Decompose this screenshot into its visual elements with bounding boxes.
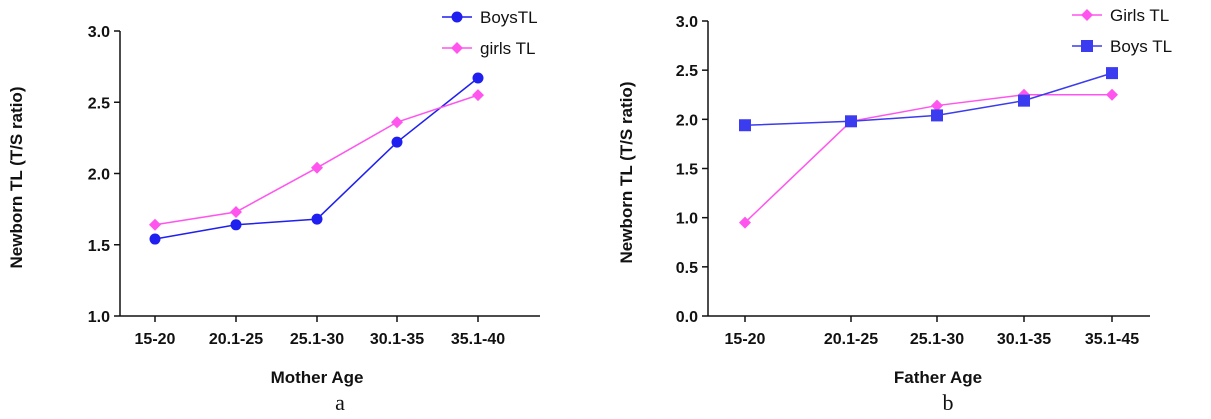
data-point [1106, 88, 1118, 101]
data-point [739, 119, 751, 132]
x-tick-label: 20.1-25 [824, 331, 878, 348]
data-point [391, 136, 403, 148]
y-tick-label: 2.5 [88, 95, 110, 112]
data-point [451, 11, 463, 23]
x-tick-label: 15-20 [725, 331, 766, 348]
x-axis-label: Mother Age [271, 368, 364, 387]
y-axis-label: Newborn TL (T/S ratio) [617, 82, 636, 264]
chart-b: 0.0 0.5 1.0 1.5 2.0 2.5 3.0 15-20 20.1-25 25.1-30… [617, 6, 1172, 415]
x-tick-label: 20.1-25 [209, 331, 263, 348]
y-tick-label: 1.5 [676, 162, 698, 179]
data-point [311, 161, 323, 174]
x-tick-label: 25.1-30 [290, 331, 344, 348]
data-point [230, 205, 242, 218]
series-girls-tl [149, 89, 484, 231]
data-point [931, 109, 943, 122]
y-tick-label: 0.0 [676, 309, 698, 326]
data-point [391, 116, 403, 129]
data-point [472, 89, 484, 102]
y-tick-label: 0.5 [676, 260, 698, 277]
x-tick-label: 15-20 [135, 331, 176, 348]
series-line [744, 72, 1113, 126]
y-tick-label: 2.5 [676, 63, 698, 80]
data-point [1081, 40, 1093, 52]
data-point [149, 218, 161, 231]
data-point [149, 233, 161, 245]
legend-label: Boys TL [1110, 37, 1172, 56]
data-point [1106, 67, 1118, 80]
y-tick-label: 3.0 [88, 24, 110, 41]
figure-caption: b [943, 390, 954, 415]
y-axis-label: Newborn TL (T/S ratio) [7, 87, 26, 269]
x-tick-label: 35.1-45 [1085, 331, 1139, 348]
data-point [1081, 9, 1093, 21]
y-tick-label: 1.0 [88, 309, 110, 326]
series-girls-tl [739, 88, 1118, 229]
series-line [154, 94, 479, 226]
legend-label: BoysTL [480, 8, 538, 27]
y-tick-label: 2.0 [88, 167, 110, 184]
series-line [744, 94, 1112, 224]
series-boystl [149, 72, 484, 245]
x-tick-label: 30.1-35 [370, 331, 424, 348]
data-point [311, 213, 323, 225]
figure-caption: a [335, 390, 345, 415]
data-point [230, 219, 242, 231]
data-point [739, 216, 751, 229]
series-boys-tl [739, 67, 1118, 132]
legend-label: girls TL [480, 39, 535, 58]
data-point [931, 99, 943, 112]
x-axis-label: Father Age [894, 368, 982, 387]
data-point [1018, 94, 1030, 107]
x-tick-label: 35.1-40 [451, 331, 505, 348]
y-tick-label: 2.0 [676, 112, 698, 129]
chart-a: 1.0 1.5 2.0 2.5 3.0 15-20 20.1-25 25.1-30 30.1-3… [7, 8, 540, 415]
data-point [845, 115, 857, 128]
y-tick-label: 1.5 [88, 238, 110, 255]
data-point [451, 42, 463, 54]
x-tick-label: 25.1-30 [910, 331, 964, 348]
data-point [472, 72, 484, 84]
legend-label: Girls TL [1110, 6, 1169, 25]
y-tick-label: 3.0 [676, 14, 698, 31]
x-tick-label: 30.1-35 [997, 331, 1051, 348]
y-tick-label: 1.0 [676, 211, 698, 228]
